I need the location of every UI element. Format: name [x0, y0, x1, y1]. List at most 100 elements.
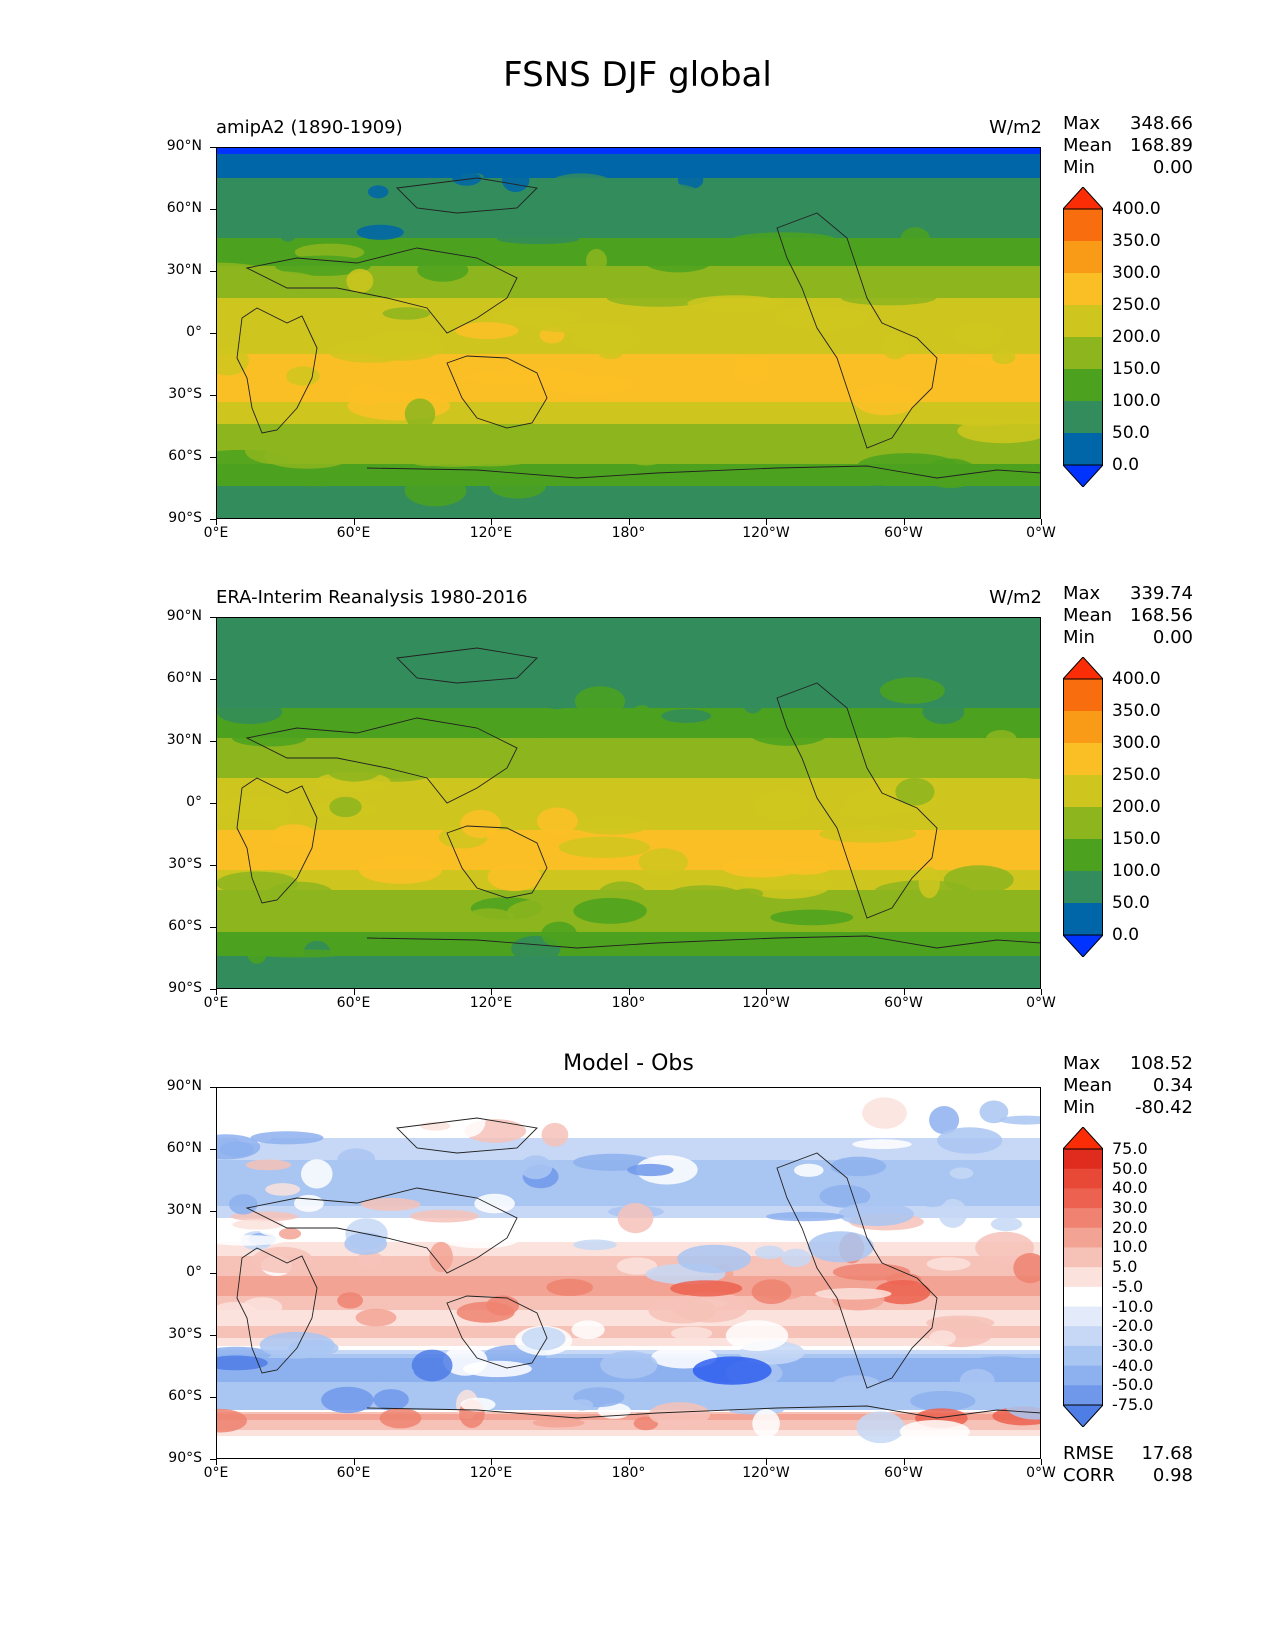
field-blob: [463, 1360, 532, 1378]
colorbar: [1061, 186, 1105, 491]
field-blob: [742, 690, 764, 714]
zonal-band: [217, 472, 1040, 475]
zonal-band: [217, 420, 1040, 423]
zonal-band: [217, 638, 1040, 641]
zonal-band: [217, 316, 1040, 319]
colorbar-extend-top: [1061, 656, 1105, 680]
zonal-band: [217, 184, 1040, 187]
zonal-band: [217, 430, 1040, 433]
zonal-band: [217, 774, 1040, 777]
zonal-band: [217, 1420, 1040, 1423]
zonal-band: [217, 1418, 1040, 1421]
zonal-band: [217, 782, 1040, 785]
zonal-band: [217, 284, 1040, 287]
field-blob: [926, 1315, 995, 1331]
zonal-band: [217, 704, 1040, 707]
x-tick-label: 180°: [611, 525, 646, 541]
zonal-band: [217, 312, 1040, 315]
colorbar-tick-label: 50.0: [1112, 893, 1150, 913]
colorbar-tick-label: 400.0: [1112, 199, 1161, 219]
field-blob: [957, 418, 1040, 444]
stat-max-label: Max: [1063, 1053, 1101, 1074]
zonal-band: [217, 1110, 1040, 1113]
y-tick: [210, 1273, 216, 1274]
zonal-band: [217, 688, 1040, 691]
zonal-band: [217, 620, 1040, 623]
colorbar-extend-bottom: [1061, 934, 1105, 958]
map-svg: [217, 148, 1040, 518]
zonal-band: [217, 1114, 1040, 1117]
zonal-band: [217, 1288, 1040, 1291]
field-blob: [382, 307, 431, 320]
field-blob: [217, 1355, 268, 1371]
zonal-band: [217, 1132, 1040, 1135]
zonal-band: [217, 1280, 1040, 1283]
x-tick: [353, 519, 355, 525]
zonal-band: [217, 408, 1040, 411]
zonal-band: [217, 374, 1040, 377]
zonal-band: [217, 1118, 1040, 1121]
x-tick: [628, 989, 630, 995]
field-blob: [1013, 1253, 1040, 1284]
zonal-band: [217, 708, 1040, 711]
zonal-band: [217, 398, 1040, 401]
field-blob: [899, 1420, 970, 1443]
field-blob: [217, 1101, 263, 1116]
zonal-band: [217, 1234, 1040, 1237]
colorbar-tick-label: -40.0: [1112, 1355, 1154, 1375]
zonal-band: [217, 776, 1040, 779]
field-blob: [670, 1280, 743, 1297]
zonal-band: [217, 792, 1040, 795]
stat-max-label: Max: [1063, 113, 1101, 134]
field-blob: [627, 1163, 674, 1177]
zonal-band: [217, 192, 1040, 195]
x-tick-label: 0°E: [203, 995, 229, 1011]
zonal-band: [217, 262, 1040, 265]
zonal-band: [217, 476, 1040, 479]
zonal-band: [217, 360, 1040, 363]
zonal-band: [217, 418, 1040, 421]
x-tick: [1041, 519, 1042, 525]
field-blob: [895, 778, 935, 806]
zonal-band: [217, 510, 1040, 513]
zonal-band: [217, 348, 1040, 351]
zonal-band: [217, 696, 1040, 699]
x-tick-label: 120°W: [742, 995, 790, 1011]
field-blob: [803, 682, 836, 703]
field-blob: [645, 252, 712, 273]
field-blob: [671, 1326, 713, 1340]
zonal-band: [217, 460, 1040, 463]
colorbar-extend-top: [1061, 1126, 1105, 1150]
y-tick: [210, 679, 216, 680]
zonal-band: [217, 712, 1040, 715]
zonal-band: [217, 216, 1040, 219]
field-blob: [766, 1211, 844, 1222]
coastline: [366, 465, 1040, 479]
zonal-band: [217, 982, 1040, 985]
zonal-band: [217, 280, 1040, 283]
field-blob: [840, 290, 937, 306]
stat-max-value: 348.66: [1130, 113, 1193, 134]
zonal-band: [217, 926, 1040, 929]
colorbar-tick-label: -20.0: [1112, 1316, 1154, 1336]
field-blob: [917, 1188, 948, 1208]
zonal-band: [217, 946, 1040, 949]
zonal-band: [217, 618, 1040, 621]
zonal-band: [217, 640, 1040, 643]
zonal-band: [217, 208, 1040, 211]
zonal-band: [217, 330, 1040, 333]
zonal-band: [217, 468, 1040, 471]
zonal-band: [217, 1312, 1040, 1315]
zonal-band: [217, 952, 1040, 955]
x-tick: [1041, 1459, 1042, 1465]
zonal-band: [217, 1384, 1040, 1387]
zonal-band: [217, 1150, 1040, 1153]
zonal-band: [217, 424, 1040, 427]
zonal-band: [217, 1386, 1040, 1389]
field-blob: [232, 729, 307, 747]
field-blob: [606, 289, 712, 307]
zonal-band: [217, 1310, 1040, 1313]
field-blob: [442, 1231, 519, 1249]
zonal-band: [217, 960, 1040, 963]
field-blob: [478, 200, 515, 225]
